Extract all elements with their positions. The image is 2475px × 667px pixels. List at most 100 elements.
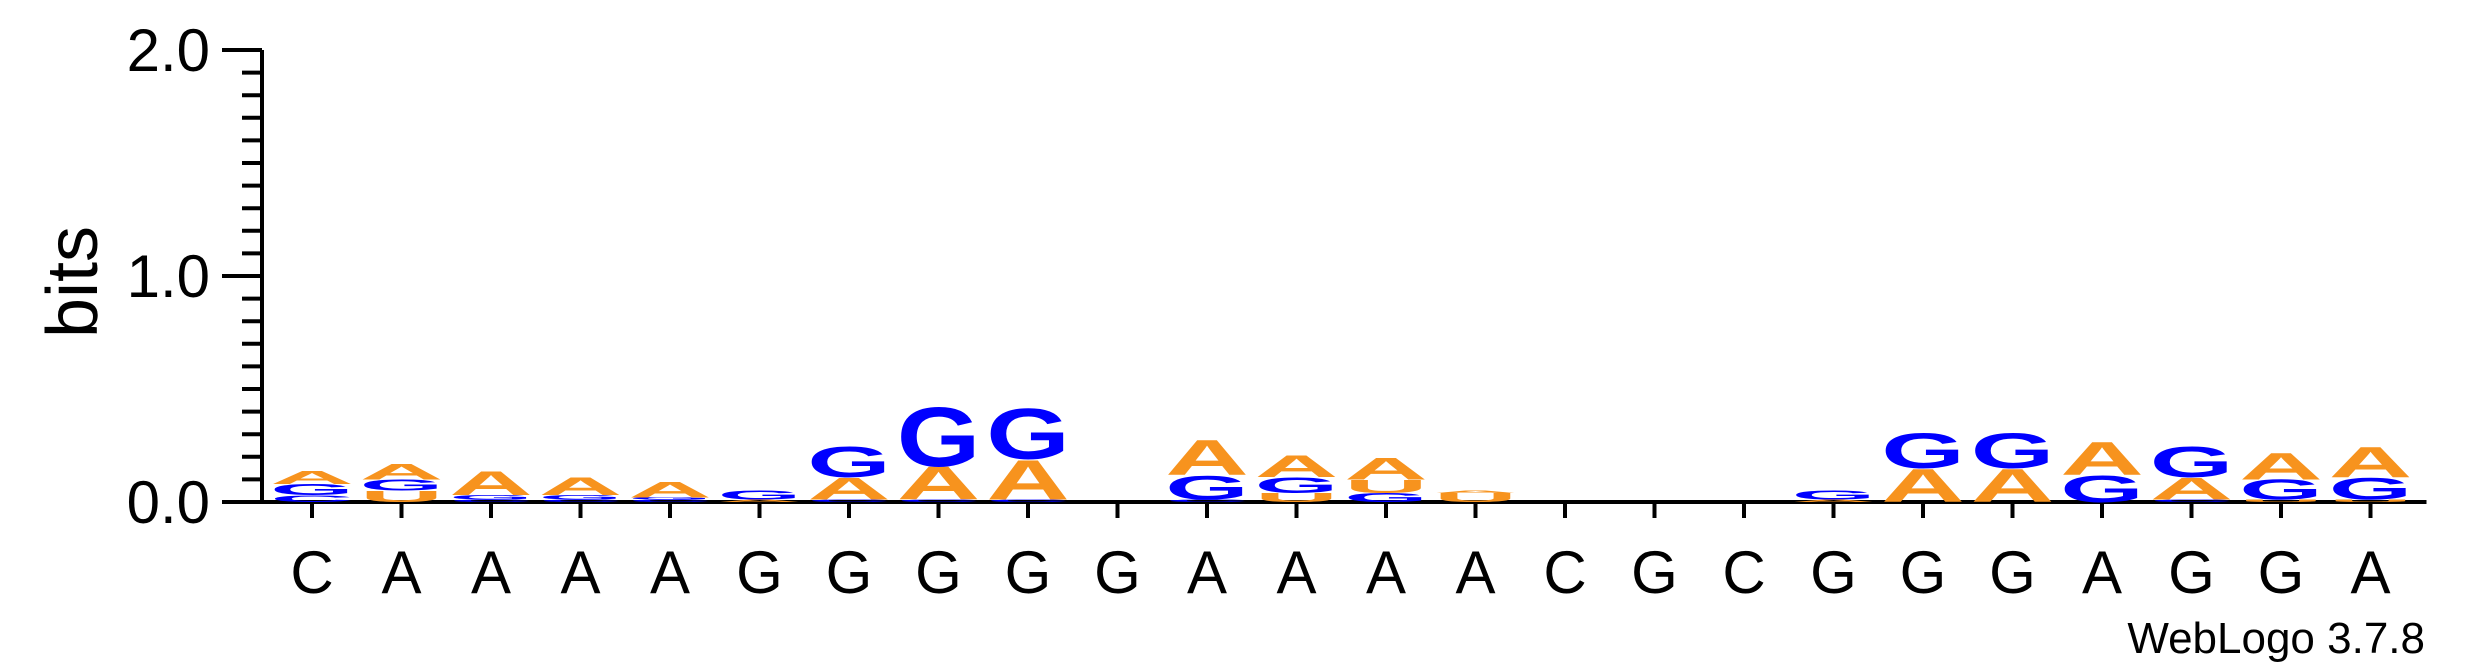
logo-stack: AG <box>718 489 802 503</box>
logo-letter: A <box>718 499 802 502</box>
logo-letter: A <box>360 460 444 485</box>
logo-letter: G <box>1165 469 1249 508</box>
logo-stack: AG <box>1971 423 2055 513</box>
logo-stack: UGA <box>360 460 444 506</box>
x-tick-label: A <box>2350 539 2390 606</box>
logo-letter: A <box>1792 499 1876 502</box>
x-tick-label: A <box>650 539 690 606</box>
x-tick-label: G <box>736 539 783 606</box>
y-tick-label: 0.0 <box>127 469 210 536</box>
logo-stack: CGA <box>539 472 623 502</box>
y-tick-label: 2.0 <box>127 17 210 84</box>
logo-stack: GA <box>2060 432 2144 510</box>
logo-stack: AG <box>1792 489 1876 503</box>
logo-letter: A <box>1255 449 1339 484</box>
logo-stack: CGA <box>1165 429 1249 507</box>
logo-stack: AG <box>1881 423 1965 513</box>
logo-letter: A <box>897 457 981 510</box>
logo-letter: A <box>270 467 354 488</box>
logo-letter: U <box>1255 491 1339 505</box>
logo-letter: G <box>2060 468 2144 510</box>
logo-letter: A <box>807 471 891 506</box>
logo-letter: U <box>1434 491 1518 505</box>
x-tick-label: G <box>1005 539 1052 606</box>
logo-letter: A <box>2060 432 2144 485</box>
logo-letter: G <box>2239 474 2323 506</box>
x-tick-label: C <box>290 539 333 606</box>
logo-letter: A <box>449 464 533 502</box>
logo-letter: C <box>270 494 354 504</box>
x-tick-label: C <box>1722 539 1765 606</box>
logo-letter: A <box>1344 451 1428 486</box>
logo-letter: G <box>1255 473 1339 497</box>
logo-letter: G <box>360 477 444 495</box>
logo-letter: G <box>449 494 533 501</box>
x-tick-label: G <box>1810 539 1857 606</box>
logo-stack: UGA <box>2239 446 2323 506</box>
x-tick-label: A <box>1187 539 1227 606</box>
logo-letter: A <box>2239 446 2323 488</box>
logo-letter: A <box>1434 490 1518 493</box>
logo-letter: A <box>628 478 712 503</box>
x-tick-label: G <box>1989 539 2036 606</box>
logo-letter: G <box>718 489 802 503</box>
logo-letter: U <box>360 488 444 506</box>
logo-letter: G <box>897 389 981 484</box>
logo-letter: G <box>2150 438 2234 487</box>
logo-stack: CAG <box>986 394 1070 512</box>
logo-letter: G <box>2329 471 2413 506</box>
x-tick-label: G <box>1631 539 1678 606</box>
logo-letter: G <box>628 497 712 501</box>
x-tick-label: G <box>826 539 873 606</box>
logo-stack: CGA <box>270 467 354 504</box>
logo-letter: A <box>1165 429 1249 485</box>
logo-stack: CAG <box>2150 438 2234 506</box>
logo-letter: C <box>539 499 623 502</box>
logo-letter: C <box>897 499 981 502</box>
x-tick-label: G <box>1094 539 1141 606</box>
logo-stack: CAG <box>807 438 891 506</box>
logo-stack: CGA <box>628 478 712 503</box>
logo-letter: G <box>986 394 1070 474</box>
logo-stack: UA <box>1434 490 1518 505</box>
x-tick-label: A <box>2082 539 2122 606</box>
x-tick-label: G <box>915 539 962 606</box>
logo-letter: A <box>986 449 1070 512</box>
logo-letter: C <box>1165 499 1249 502</box>
axes: 0.0 1.0 2.0 <box>127 17 2427 536</box>
logo-letter: U <box>1344 476 1428 497</box>
logo-letter: A <box>1881 459 1965 512</box>
y-axis-label: bits <box>33 226 113 338</box>
logo-letter: G <box>270 481 354 499</box>
logo-letter: A <box>1971 459 2055 512</box>
weblogo-credit: WebLogo 3.7.8 <box>2127 614 2425 663</box>
logo-letter: G <box>1971 423 2055 479</box>
x-tick-label: A <box>560 539 600 606</box>
logo-letter: C <box>2150 499 2234 502</box>
logo-letter: A <box>539 472 623 500</box>
x-tick-label: G <box>2168 539 2215 606</box>
logo-stack: CGA <box>449 464 533 502</box>
logo-letter: G <box>1344 491 1428 505</box>
logo-letter: C <box>449 499 533 502</box>
x-tick-label: C <box>1543 539 1586 606</box>
x-tick-label: A <box>381 539 421 606</box>
x-tick-label: G <box>1900 539 1947 606</box>
x-tick-label: A <box>1455 539 1495 606</box>
logo-stack: GUA <box>1344 451 1428 505</box>
logo-letter: G <box>807 438 891 487</box>
logo-letter: C <box>986 499 1070 502</box>
x-tick-label: A <box>1276 539 1316 606</box>
x-tick-label: G <box>2258 539 2305 606</box>
logo-letter: A <box>2329 437 2413 486</box>
logo-stack: UGA <box>1255 449 1339 505</box>
logo-letter: A <box>2150 471 2234 506</box>
y-tick-label: 1.0 <box>127 243 210 310</box>
logo-letter: G <box>1792 489 1876 503</box>
x-tick-label: A <box>471 539 511 606</box>
logo-stack: CAG <box>897 389 981 510</box>
logo-stack: UGA <box>2329 437 2413 506</box>
